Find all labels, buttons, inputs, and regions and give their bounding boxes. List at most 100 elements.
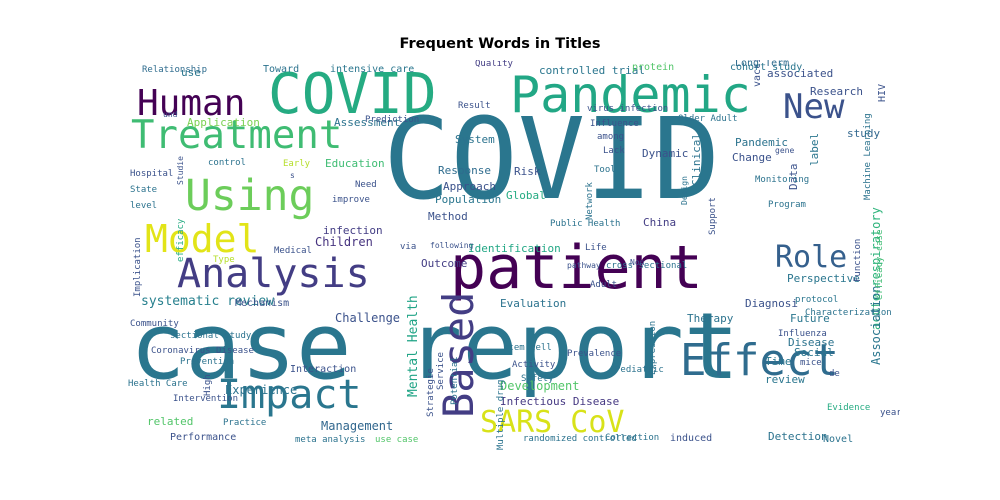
- word-public-health: Public Health: [550, 219, 620, 229]
- word-population: Population: [435, 193, 501, 206]
- word-novel: Novel: [823, 434, 853, 445]
- word-management: Management: [321, 419, 393, 433]
- word-high: High: [203, 374, 213, 396]
- word-monitoring: Monitoring: [755, 175, 809, 185]
- word-use: use: [181, 66, 201, 79]
- word-machine-learning: Machine Learning: [863, 113, 873, 200]
- word-activity: Activity: [512, 360, 556, 370]
- word-protein: protein: [632, 62, 674, 73]
- word-prediction: Prediction: [365, 115, 419, 125]
- word-health-care: Health Care: [128, 379, 188, 389]
- word-based: Based: [434, 292, 483, 418]
- word-response: Response: [438, 164, 491, 177]
- word-community: Community: [130, 319, 179, 329]
- word-among: among: [597, 132, 624, 142]
- word-long-term: Long Term: [735, 60, 789, 69]
- word-evaluation: Evaluation: [500, 297, 566, 310]
- word-method: Method: [428, 210, 468, 223]
- word-children: Children: [315, 235, 373, 249]
- word-intervention: Intervention: [173, 394, 238, 404]
- word-pandemic: Pandemic: [735, 136, 788, 149]
- word-intensive-care: intensive care: [330, 64, 414, 75]
- word-association: Association: [869, 286, 883, 365]
- word-case-report: case report: [130, 293, 739, 400]
- word-life: Life: [585, 243, 607, 253]
- word-change: Change: [732, 151, 772, 164]
- word-strategie: Strategie: [426, 368, 436, 417]
- word-mice: mice: [800, 358, 822, 368]
- word-systematic-review: systematic review: [141, 294, 274, 309]
- word-multiple-drug: Multiple drug: [496, 380, 506, 450]
- word-acute-respiratory: acute respiratory: [869, 207, 883, 330]
- word-time: Time: [765, 355, 792, 368]
- word-disease: Disease: [788, 336, 834, 349]
- word-cloud: COVID case report patient COVID Pandemic Effe…: [125, 60, 900, 450]
- word-non: Non: [630, 258, 645, 267]
- word-need: Need: [355, 180, 377, 190]
- word-hospital: Hospital: [130, 169, 173, 179]
- word-expression: Expression: [648, 321, 658, 375]
- word-characterization: Characterization: [805, 308, 892, 318]
- word-infection: infection: [323, 224, 383, 237]
- word-therapy: Therapy: [687, 312, 734, 325]
- word-china: China: [643, 216, 676, 229]
- word-covid: COVID: [383, 95, 720, 225]
- word-infectious-disease: Infectious Disease: [500, 395, 619, 408]
- word-diagnosi: Diagnosi: [745, 297, 798, 310]
- word-efficacy: efficacy: [176, 218, 186, 262]
- word-program: Program: [768, 200, 806, 210]
- word-virus-infection: virus infection: [587, 104, 668, 114]
- word-quality: Quality: [475, 60, 514, 69]
- word-service: Service: [436, 352, 446, 390]
- word-induced: induced: [670, 433, 712, 444]
- word-role: Role: [775, 240, 847, 275]
- word-outcome: Outcome: [421, 257, 467, 270]
- word-tool: Tool: [594, 165, 616, 175]
- word-control: control: [208, 158, 246, 168]
- word-label: label: [808, 133, 821, 166]
- word-assessment: Assessment: [334, 116, 400, 129]
- word-efficacy-case: efficacy case: [875, 230, 885, 300]
- word-cohort-study: cohort study: [730, 62, 802, 73]
- word-influenza: Influenza: [778, 329, 827, 339]
- word-stem-cell: stem cell: [503, 343, 552, 353]
- word-mechanism: Mechanism: [235, 298, 289, 309]
- word-associated: associated: [767, 67, 833, 80]
- word-treatment: Treatment: [131, 113, 342, 158]
- word-analysis: Analysis: [177, 251, 370, 297]
- word-hiv: HIV: [877, 84, 888, 102]
- word-de: de: [829, 369, 840, 379]
- word-implication: Implication: [133, 237, 143, 297]
- word-development: Development: [500, 379, 579, 393]
- word-randomized-controlled: randomized controlled: [523, 434, 637, 444]
- word-future: Future: [790, 312, 830, 325]
- word-use-case: use case: [375, 435, 418, 445]
- word-vaccine: vaccine: [752, 60, 763, 87]
- word-dynamic: Dynamic: [642, 147, 688, 160]
- word-challenge: Challenge: [335, 311, 400, 325]
- word-controlled-trial: controlled trial: [539, 64, 645, 77]
- word-mental-health: Mental Health: [406, 295, 421, 397]
- word-state: State: [130, 185, 157, 195]
- word-influence: Influence: [590, 119, 639, 129]
- word-design: Design: [680, 176, 689, 205]
- word-identification: Identification: [468, 242, 561, 255]
- word-related: related: [147, 415, 193, 428]
- word-result: Result: [458, 101, 491, 111]
- word-approach: Approach: [443, 180, 496, 193]
- word-interaction: Interaction: [290, 364, 356, 375]
- word-network: Network: [585, 181, 595, 220]
- word-level: level: [130, 201, 157, 211]
- word-patient: patient: [450, 233, 703, 303]
- word-potential: Potential: [450, 356, 460, 405]
- word-practice: Practice: [223, 418, 266, 428]
- word-performance: Performance: [170, 432, 236, 443]
- word-meta-analysis: meta analysis: [295, 435, 365, 445]
- word-pandemic: Pandemic: [510, 66, 751, 124]
- word-covid: COVID: [268, 62, 437, 127]
- word-experience: Experience: [225, 383, 297, 397]
- word-review: review: [765, 373, 805, 386]
- word-lack: Lack: [603, 146, 625, 156]
- word-prevalence: Prevalence: [567, 349, 621, 359]
- word-detection: Detection: [768, 430, 828, 443]
